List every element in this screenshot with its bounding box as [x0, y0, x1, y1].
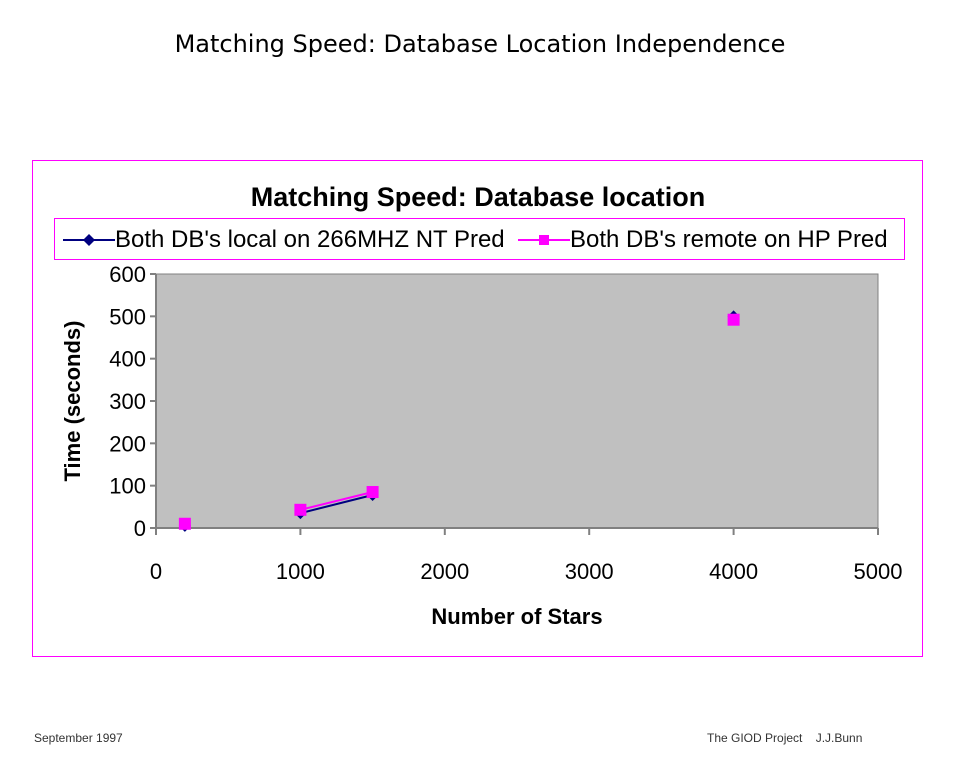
- y-tick-label: 600: [109, 262, 146, 287]
- legend-label: Both DB's remote on HP Pred: [570, 226, 888, 253]
- slide-title: Matching Speed: Database Location Indepe…: [174, 30, 786, 58]
- data-point-square: [294, 503, 307, 516]
- x-tick-label: 1000: [276, 559, 325, 584]
- data-point-square: [178, 517, 191, 530]
- diamond-marker-icon: [63, 234, 115, 246]
- chart-frame: [32, 160, 923, 657]
- series-line-2: [300, 491, 373, 511]
- y-tick-label: 300: [109, 389, 146, 414]
- x-tick-label: 2000: [420, 559, 469, 584]
- legend-item-series2: Both DB's remote on HP Pred: [518, 226, 888, 254]
- y-tick-label: 0: [134, 516, 146, 541]
- x-tick-label: 4000: [709, 559, 758, 584]
- legend-label: Both DB's local on 266MHZ NT Pred: [115, 226, 505, 253]
- y-tick-label: 500: [109, 304, 146, 329]
- series-line-1: [300, 494, 373, 515]
- legend-item-series1: Both DB's local on 266MHZ NT Pred: [63, 226, 505, 254]
- footer-date: September 1997: [34, 731, 123, 745]
- plot-background: [155, 273, 879, 529]
- data-point-square: [727, 313, 740, 326]
- legend: Both DB's local on 266MHZ NT Pred Both D…: [54, 218, 905, 260]
- x-tick-label: 3000: [565, 559, 614, 584]
- y-axis-label: Time (seconds): [60, 321, 85, 482]
- chart-title: Matching Speed: Database location: [250, 182, 706, 212]
- x-tick-label: 0: [150, 559, 162, 584]
- x-axis-label: Number of Stars: [431, 604, 602, 629]
- y-tick-label: 100: [109, 474, 146, 499]
- x-tick-label: 5000: [854, 559, 903, 584]
- footer-credit: The GIOD Project J.J.Bunn: [707, 731, 863, 745]
- y-tick-label: 200: [109, 431, 146, 456]
- data-point-square: [366, 486, 379, 499]
- square-marker-icon: [518, 235, 570, 245]
- y-tick-label: 400: [109, 347, 146, 372]
